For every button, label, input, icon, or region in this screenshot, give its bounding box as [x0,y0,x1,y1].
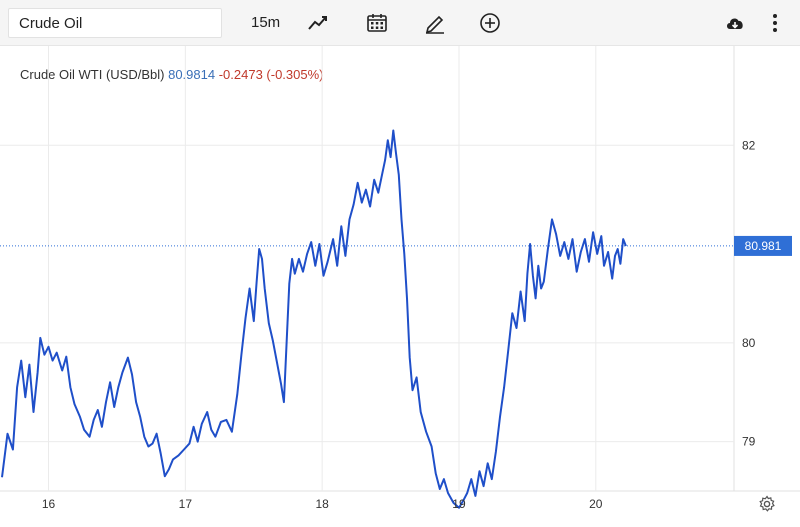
x-tick-label: 20 [589,497,603,511]
x-tick-label: 17 [179,497,193,511]
x-tick-label: 19 [452,497,466,511]
legend-change: -0.2473 (-0.305%) [218,67,324,82]
chart-toolbar: Crude Oil 15m [0,0,800,46]
last-price-tag-label: 80.981 [745,239,782,253]
gear-icon[interactable] [758,495,776,513]
y-tick-label: 79 [742,435,756,449]
interval-selector[interactable]: 15m [251,14,281,31]
chart-legend: Crude Oil WTI (USD/Bbl) 80.9814 -0.2473 … [20,67,324,82]
add-circle-icon[interactable] [479,12,501,34]
price-chart[interactable]: 79 80 82 16 17 18 19 20 80.981 [0,46,800,527]
cloud-download-icon[interactable] [724,12,746,34]
line-chart-icon[interactable] [307,12,329,34]
symbol-search-input[interactable]: Crude Oil [8,8,222,38]
last-price-tag [734,235,792,256]
y-tick-label: 80 [742,336,756,350]
draw-pencil-icon[interactable] [424,12,446,34]
more-vertical-icon[interactable] [764,12,786,34]
x-tick-label: 16 [42,497,56,511]
calendar-icon[interactable] [366,12,388,34]
legend-symbol-name: Crude Oil WTI (USD/Bbl) [20,67,165,82]
price-series-line [1,129,627,509]
x-tick-label: 18 [315,497,329,511]
y-tick-label: 82 [742,138,756,152]
legend-price: 80.9814 [168,67,216,82]
